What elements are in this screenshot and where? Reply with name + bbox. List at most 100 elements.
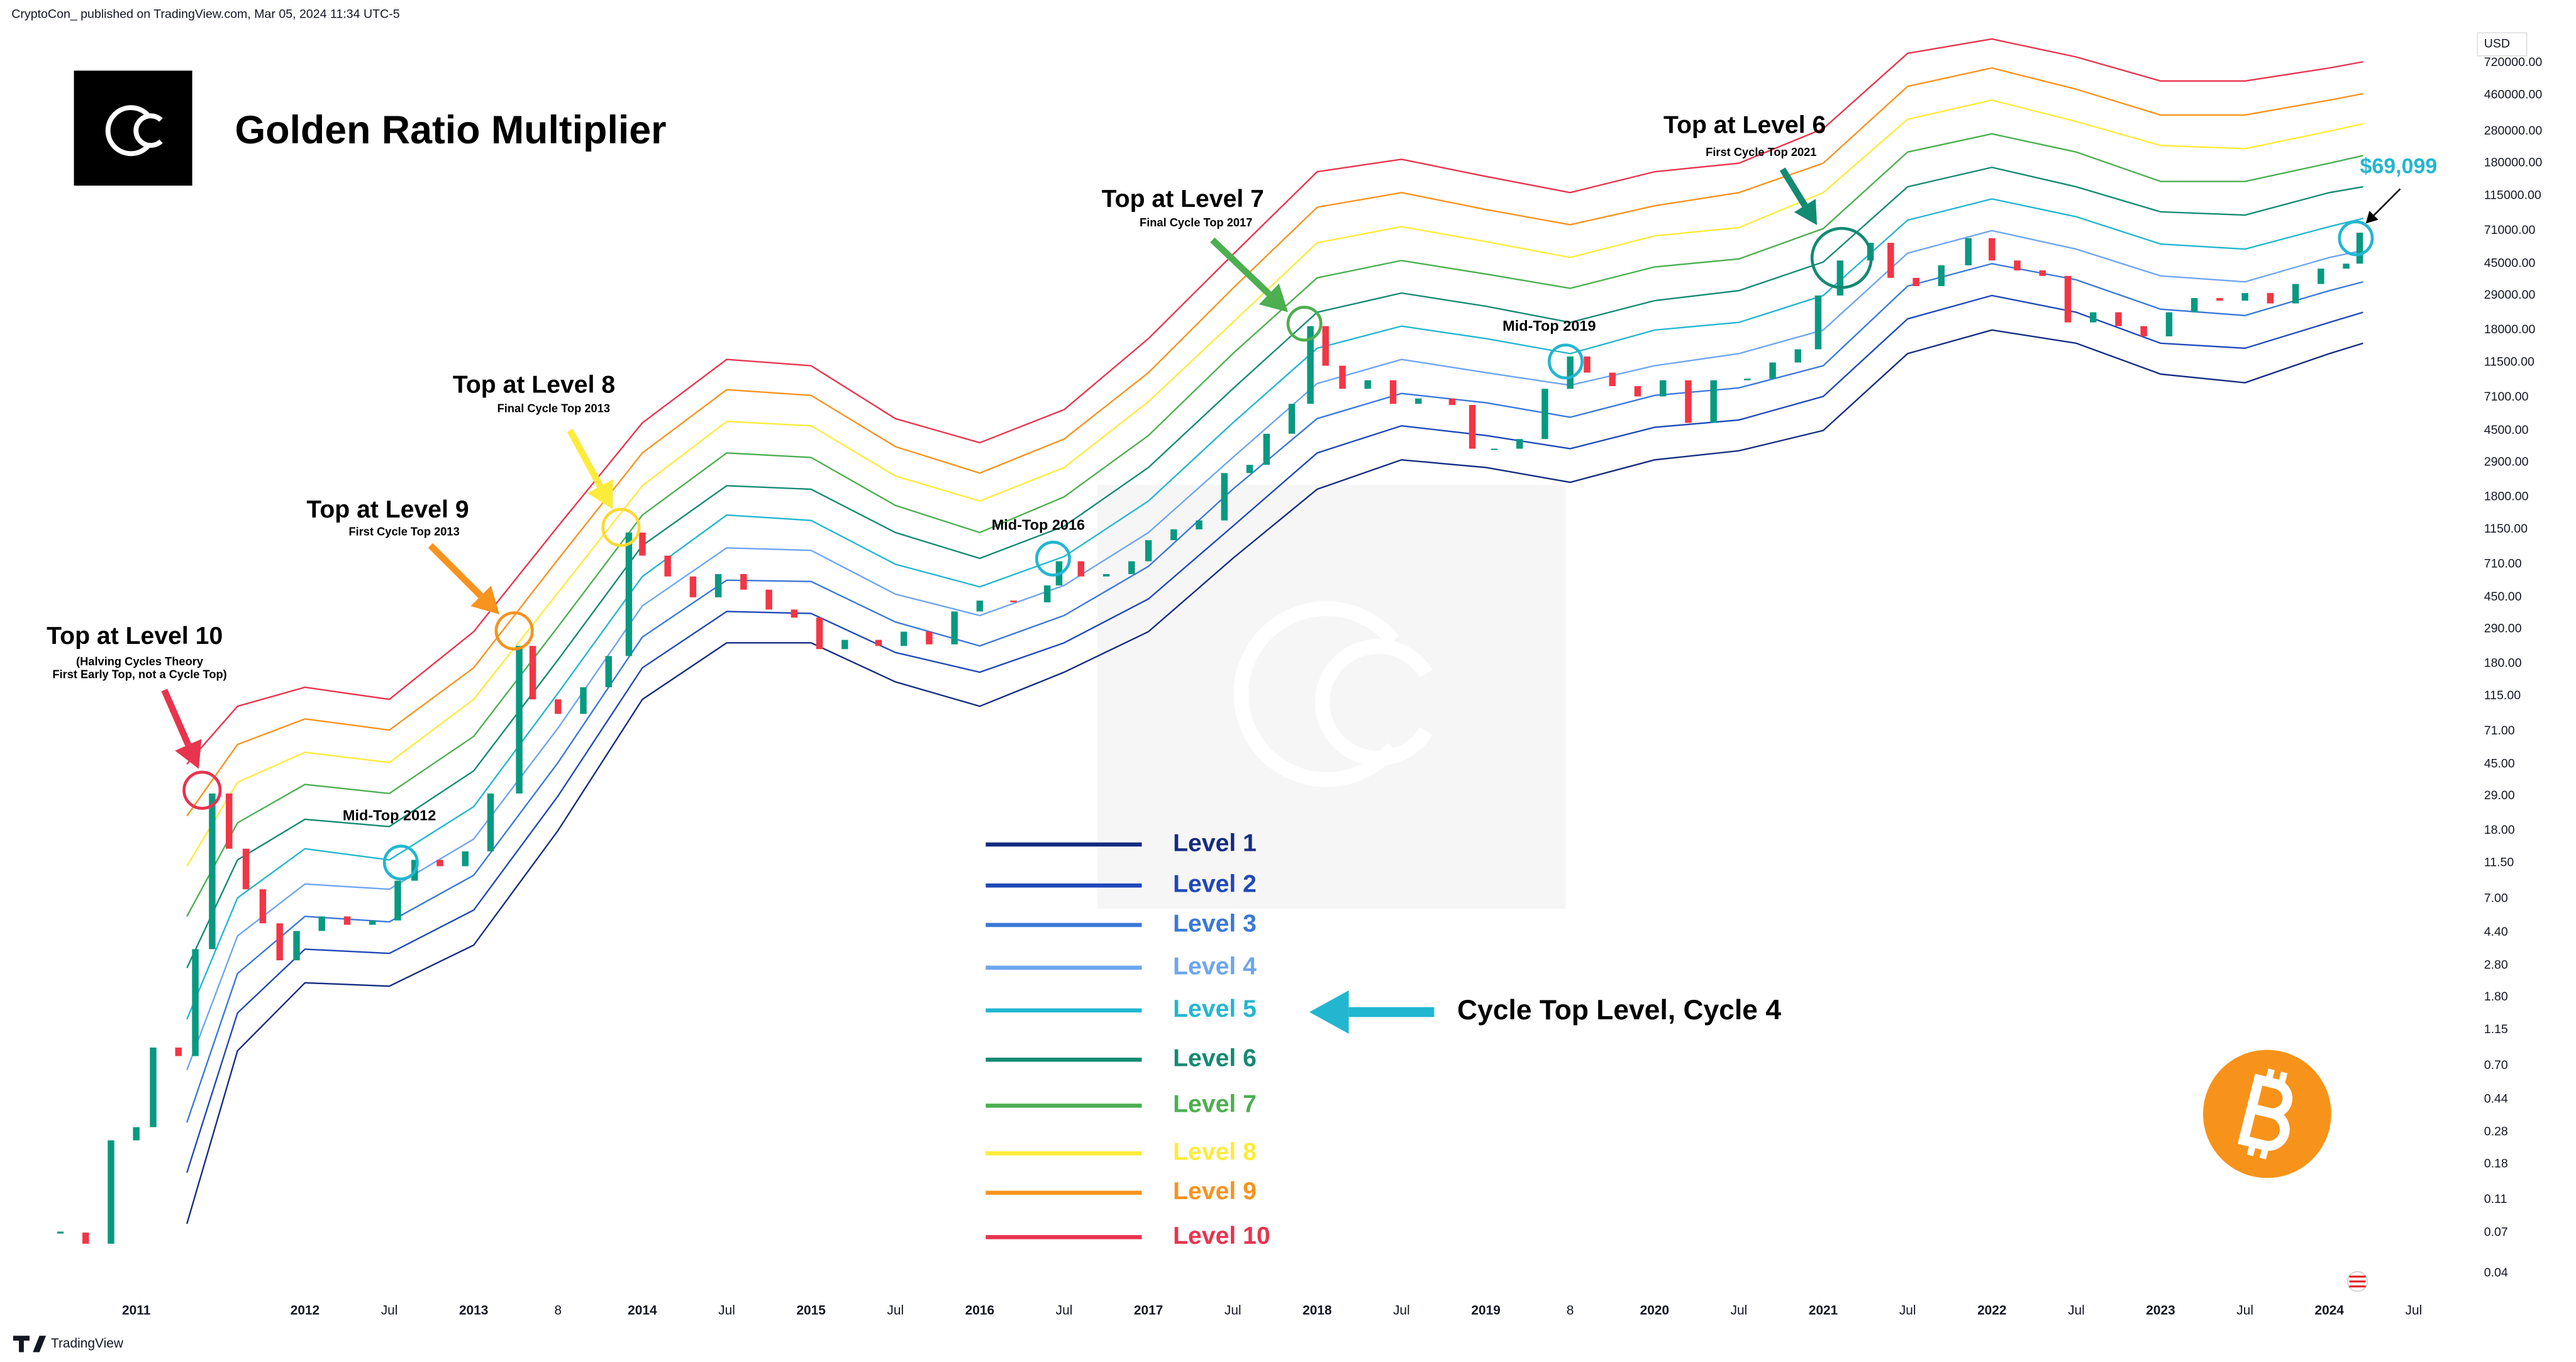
legend-label: Level 6	[1173, 1045, 1257, 1072]
arrow-shaft	[428, 543, 484, 599]
highlight-circle	[601, 507, 641, 547]
legend-label: Level 7	[1173, 1091, 1257, 1118]
candle	[529, 646, 536, 700]
x-tick-label: 2015	[796, 1304, 826, 1318]
candle	[1634, 386, 1641, 397]
arrow-shaft	[161, 689, 192, 746]
currency-box	[2477, 32, 2528, 57]
candle	[976, 601, 984, 612]
candle	[740, 573, 747, 590]
arrow-head	[175, 739, 202, 769]
arrow-shaft	[567, 429, 604, 488]
candle	[1989, 238, 1996, 261]
highlight-circle	[1810, 226, 1873, 289]
x-tick-label: 8	[1567, 1304, 1574, 1318]
candle	[1389, 380, 1397, 404]
candle	[192, 949, 199, 1056]
candle	[1246, 465, 1253, 473]
band-line	[186, 166, 2363, 968]
candle	[2216, 297, 2223, 301]
arrow-head	[1794, 199, 1818, 225]
candle	[639, 532, 646, 556]
y-tick-label: 290.00	[2484, 622, 2522, 636]
candle	[209, 793, 216, 950]
candle	[1769, 362, 1776, 379]
y-tick-label: 115000.00	[2484, 188, 2541, 202]
arrow-shaft	[2373, 188, 2401, 216]
candle	[487, 793, 494, 851]
annotation: (Halving Cycles Theory	[76, 655, 204, 668]
candle	[2190, 297, 2198, 313]
x-tick-label: Jul	[887, 1304, 904, 1318]
candle	[1887, 243, 1894, 278]
arrow-head	[587, 479, 613, 509]
y-tick-label: 710.00	[2484, 557, 2522, 571]
legend-label: Level 5	[1173, 995, 1257, 1022]
y-tick-label: 0.18	[2484, 1157, 2508, 1171]
candle	[1145, 540, 1152, 562]
band-line	[186, 99, 2363, 867]
tv-logo	[13, 1336, 47, 1353]
y-tick-label: 7100.00	[2484, 390, 2529, 404]
candle	[1010, 601, 1017, 602]
highlight-circle	[182, 770, 222, 810]
x-tick-label: Jul	[1731, 1304, 1748, 1318]
x-tick-label: 2016	[965, 1304, 994, 1318]
candle	[1170, 529, 1177, 541]
x-tick-label: Jul	[2068, 1304, 2085, 1318]
candle	[900, 631, 908, 646]
candle	[2115, 312, 2122, 326]
y-tick-label: 29000.00	[2484, 288, 2536, 302]
candle	[1288, 404, 1296, 434]
annotation: First Cycle Top 2021	[1706, 145, 1816, 158]
y-tick-label: 0.28	[2484, 1125, 2508, 1139]
plot-area	[57, 38, 2363, 1244]
candle	[2064, 275, 2072, 323]
highlight-circle	[1286, 306, 1323, 342]
y-tick-label: 280000.00	[2484, 124, 2543, 138]
candle	[242, 848, 250, 890]
y-tick-label: 1800.00	[2484, 489, 2529, 503]
candle	[1307, 326, 1314, 404]
y-tick-label: 0.70	[2484, 1058, 2508, 1072]
annotation: Top at Level 8	[453, 371, 615, 398]
candle	[1938, 265, 1945, 287]
candle	[1567, 356, 1574, 389]
annotation: Mid-Top 2016	[992, 516, 1085, 533]
candle	[605, 656, 612, 687]
candle	[394, 880, 401, 921]
arrow-head	[470, 585, 500, 615]
candle	[2318, 269, 2324, 284]
y-tick-label: 1150.00	[2484, 522, 2528, 536]
candle	[1660, 380, 1667, 397]
x-tick-label: 2017	[1134, 1304, 1163, 1318]
candle	[714, 573, 722, 597]
candle	[1339, 365, 1346, 389]
annotation: Mid-Top 2012	[343, 807, 436, 824]
candle	[133, 1127, 140, 1141]
candle	[1710, 380, 1717, 423]
candle	[2343, 263, 2350, 269]
arrow-head	[1258, 283, 1288, 313]
y-tick-label: 450.00	[2484, 590, 2522, 604]
candle	[369, 920, 376, 925]
legend-label: Level 9	[1173, 1178, 1257, 1205]
x-tick-label: Jul	[1899, 1304, 1916, 1318]
band-line	[186, 230, 2363, 1071]
y-tick-label: 18.00	[2484, 823, 2515, 837]
candle	[2014, 260, 2021, 271]
y-tick-label: 11.50	[2484, 856, 2514, 870]
y-tick-label: 4.40	[2484, 925, 2508, 939]
candle	[318, 916, 325, 931]
y-tick-label: 71000.00	[2484, 223, 2536, 237]
candle	[875, 639, 882, 646]
candle	[276, 923, 283, 961]
candle	[1609, 372, 1616, 387]
annotation: Final Cycle Top 2013	[497, 401, 610, 414]
candle	[1102, 573, 1110, 577]
highlight-circle	[382, 844, 419, 881]
candle	[2165, 312, 2173, 336]
candle	[1744, 379, 1751, 380]
x-tick-label: 2012	[291, 1304, 319, 1318]
x-tick-label: 2024	[2315, 1304, 2345, 1318]
